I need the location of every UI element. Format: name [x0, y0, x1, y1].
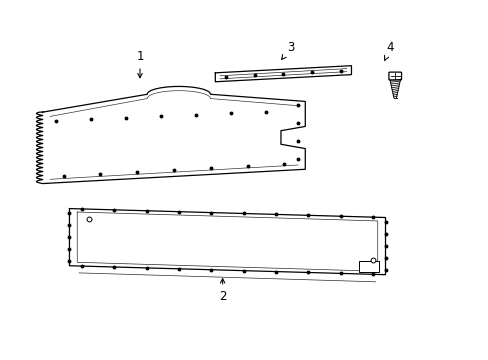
- FancyBboxPatch shape: [388, 72, 401, 80]
- Text: 2: 2: [219, 279, 226, 303]
- Text: 4: 4: [384, 41, 393, 60]
- Text: 3: 3: [281, 41, 294, 59]
- Text: 1: 1: [136, 50, 143, 78]
- Bar: [358, 261, 378, 272]
